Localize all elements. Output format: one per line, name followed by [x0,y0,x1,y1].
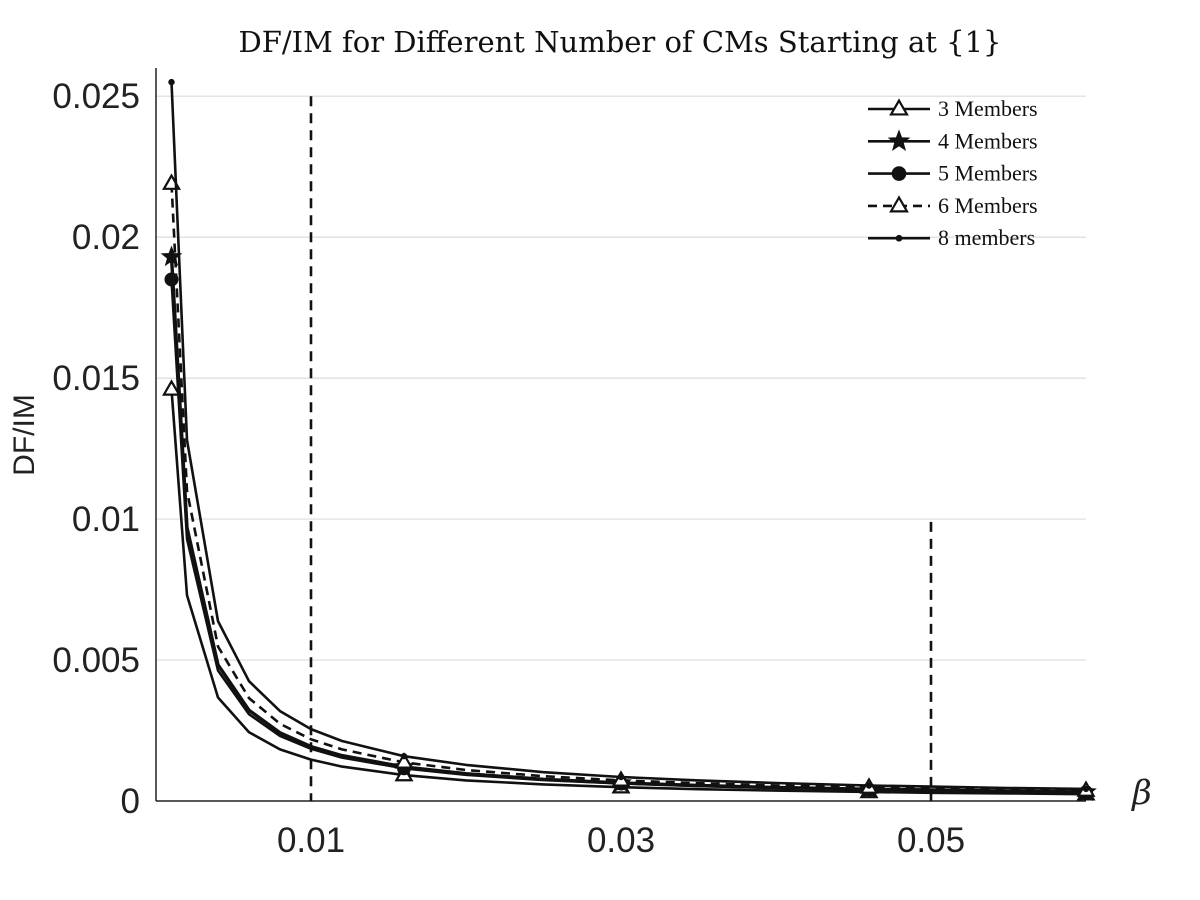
series-line [170,279,1087,794]
data-point [617,773,625,781]
y-tick-label: 0 [121,782,140,821]
y-tick-label: 0.02 [72,218,140,257]
data-point [161,379,182,396]
series-line [169,256,1087,794]
legend-label: 8 members [938,225,1035,250]
data-point [1082,785,1090,793]
legend-item: 8 members [868,225,1035,250]
series-line [170,389,1087,796]
series-8-members [168,78,1090,793]
legend-label: 3 Members [938,96,1038,121]
data-point [895,234,903,242]
y-tick-label: 0.01 [72,500,140,539]
y-tick-label: 0.005 [52,641,140,680]
x-tick-label: 0.05 [897,821,965,860]
y-axis-label: DF/IM [8,394,41,476]
x-tick-label: 0.03 [587,821,655,860]
legend-label: 5 Members [938,161,1038,186]
data-point [394,752,414,769]
data-point [400,752,408,760]
legend-label: 4 Members [938,128,1038,153]
series-5-members [164,272,1093,800]
legend-item: 5 Members [868,161,1038,186]
legend: 3 Members 4 Members 5 Members 6 Members 8 me… [868,96,1038,250]
chart-title: DF/IM for Different Number of CMs Starti… [239,25,1002,59]
series-group [160,78,1097,802]
series-6-members [161,173,1096,797]
legend-item: 6 Members [868,193,1038,218]
tick-labels: 0 0.005 0.01 0.015 0.02 0.025 0.01 0.03 0.05 [52,77,965,860]
data-point [889,195,909,213]
series-line [170,82,1087,791]
legend-item: 4 Members [868,128,1038,153]
y-tick-label: 0.025 [52,77,140,116]
x-tick-label: 0.01 [277,821,345,860]
reference-lines [309,96,933,801]
y-tick-label: 0.015 [52,359,140,398]
data-point [865,782,873,789]
series-4-members [160,245,1097,802]
data-point [164,272,179,287]
x-axis-label: β [1130,773,1152,813]
data-point [168,78,175,86]
data-point [889,98,909,116]
series-line [170,183,1087,792]
data-point [887,129,911,151]
data-point [891,166,907,181]
legend-label: 6 Members [938,193,1038,218]
legend-item: 3 Members [868,96,1038,121]
